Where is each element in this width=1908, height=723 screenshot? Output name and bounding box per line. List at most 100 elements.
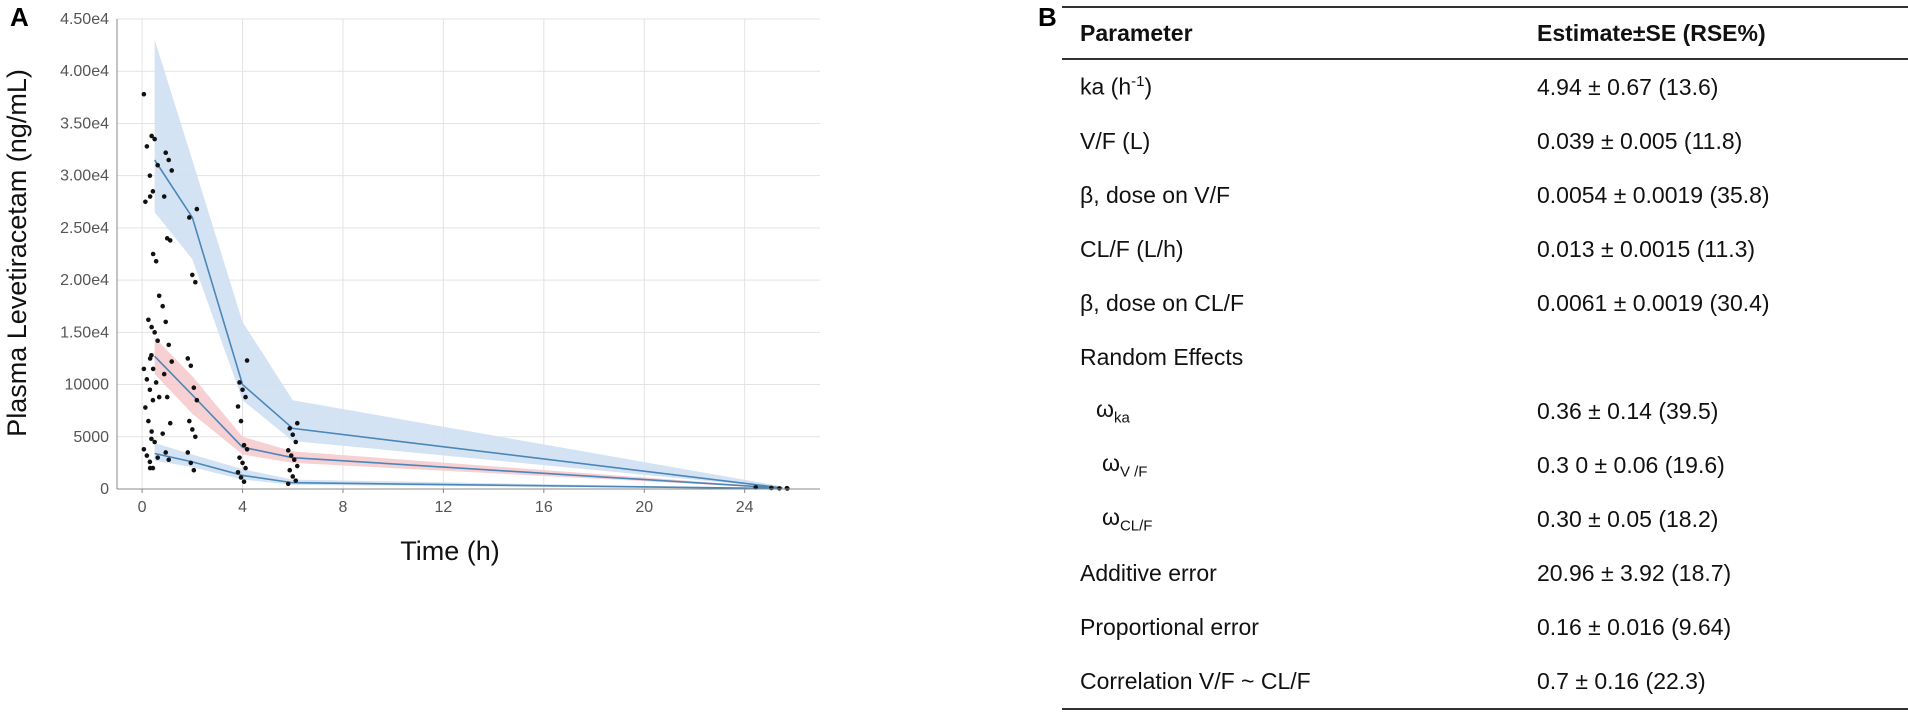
observed-point — [194, 397, 200, 403]
x-tick-label: 16 — [535, 499, 553, 516]
table-row: ωCL/F 0.30 ± 0.05 (18.2) — [1062, 492, 1908, 546]
param-name-main: ka (h — [1080, 73, 1132, 100]
table-row: CL/F (L/h) 0.013 ± 0.0015 (11.3) — [1062, 222, 1908, 276]
observed-point — [785, 486, 790, 491]
observed-point — [146, 317, 151, 323]
observed-point — [163, 319, 169, 325]
observed-point — [188, 460, 194, 466]
param-name: ωCL/F — [1062, 492, 1519, 546]
observed-point — [193, 279, 198, 285]
observed-point — [149, 133, 154, 139]
observed-point — [169, 168, 175, 173]
param-name-sub: V /F — [1119, 463, 1148, 481]
table-row: ka (h-1) 4.94 ± 0.67 (13.6) — [1062, 59, 1908, 114]
observed-point — [161, 194, 167, 199]
observed-point — [166, 457, 172, 463]
param-name: ka (h-1) — [1062, 59, 1519, 114]
param-name: β, dose on CL/F — [1080, 289, 1245, 316]
y-axis-title: Plasma Levetiracetam (ng/mL) — [2, 69, 32, 437]
observed-point — [187, 215, 192, 220]
observed-point — [141, 366, 147, 372]
param-name-tail: ) — [1144, 73, 1153, 100]
observed-point — [290, 474, 296, 479]
observed-point — [287, 426, 293, 431]
observed-point — [153, 380, 159, 385]
observed-point — [293, 478, 299, 483]
observed-point — [144, 144, 150, 149]
param-name: Additive error — [1080, 559, 1217, 586]
observed-point — [235, 404, 241, 409]
table-row: β, dose on V/F 0.0054 ± 0.0019 (35.8) — [1062, 168, 1908, 222]
param-estimate: 0.039 ± 0.005 (11.8) — [1537, 127, 1743, 154]
observed-point — [144, 453, 150, 458]
observed-point — [150, 366, 156, 372]
observed-point — [143, 405, 148, 410]
observed-point — [243, 394, 248, 400]
observed-point — [147, 465, 153, 471]
param-estimate: 0.30 ± 0.05 (18.2) — [1537, 505, 1719, 532]
param-name-sup: -1 — [1131, 73, 1145, 91]
param-name-sub: ka — [1113, 409, 1130, 427]
x-tick-label: 4 — [238, 499, 247, 516]
observed-point — [149, 429, 154, 434]
observed-point — [147, 173, 153, 178]
observed-point — [156, 394, 162, 400]
panel-a-label: A — [10, 2, 29, 32]
observed-point — [240, 460, 245, 466]
observed-point — [235, 469, 241, 475]
observed-point — [185, 450, 191, 455]
prediction-bands — [154, 39, 783, 489]
y-tick-label: 3.00e4 — [60, 168, 109, 185]
param-name: Proportional error — [1080, 613, 1259, 640]
percentile-line — [154, 452, 783, 490]
observed-point — [155, 162, 160, 168]
y-tick-label: 4.00e4 — [60, 63, 109, 80]
param-name-sub: CL/F — [1119, 517, 1153, 535]
observed-point — [294, 463, 300, 469]
observed-point — [141, 91, 147, 97]
table-row: Correlation V/F ~ CL/F 0.7 ± 0.16 (22.3) — [1062, 654, 1908, 710]
observed-point — [240, 387, 245, 393]
observed-point — [194, 206, 200, 212]
observed-point — [153, 259, 159, 264]
table-row: ωka 0.36 ± 0.14 (39.5) — [1062, 384, 1908, 438]
x-tick-label: 20 — [635, 499, 653, 516]
observed-point — [146, 418, 151, 424]
panel-b-label: B — [1038, 2, 1057, 32]
observed-point — [156, 293, 162, 299]
grid-lines — [117, 18, 820, 490]
param-estimate: 4.94 ± 0.67 (13.6) — [1537, 73, 1719, 100]
y-tick-label: 4.50e4 — [60, 11, 109, 28]
observed-point — [193, 434, 198, 440]
observed-point — [243, 465, 248, 471]
y-tick-label: 3.50e4 — [60, 115, 109, 132]
parameter-table: Parameter Estimate±SE (RSE%) ka (h-1) 4.… — [1062, 6, 1908, 710]
y-tick-label: 10000 — [65, 377, 110, 394]
y-tick-label: 0 — [100, 481, 109, 498]
observed-point — [169, 359, 175, 364]
observed-point — [293, 439, 299, 445]
prediction-band — [154, 39, 783, 489]
observed-point — [241, 479, 247, 484]
observed-point — [768, 485, 774, 491]
percentile-line — [153, 159, 783, 489]
param-estimate: 0.013 ± 0.0015 (11.3) — [1537, 235, 1756, 262]
param-estimate: 0.7 ± 0.16 (22.3) — [1519, 654, 1908, 710]
observed-point — [285, 448, 291, 453]
percentile-lines — [153, 159, 783, 490]
observed-point — [237, 380, 242, 385]
y-tick-label: 1.50e4 — [60, 324, 109, 341]
observed-point — [147, 459, 153, 465]
percentile-line — [154, 355, 783, 489]
table-row: Additive error 20.96 ± 3.92 (18.7) — [1062, 546, 1908, 600]
param-name: ωka — [1062, 384, 1519, 438]
observed-point — [144, 377, 150, 382]
observed-point — [287, 467, 293, 473]
table-row: Random Effects — [1062, 330, 1908, 384]
observed-point — [149, 324, 154, 330]
param-name: Correlation V/F ~ CL/F — [1062, 654, 1519, 710]
observed-point — [166, 342, 172, 348]
table-row: V/F (L) 0.039 ± 0.005 (11.8) — [1062, 114, 1908, 168]
observed-point — [190, 427, 195, 432]
x-tick-label: 0 — [138, 499, 147, 516]
